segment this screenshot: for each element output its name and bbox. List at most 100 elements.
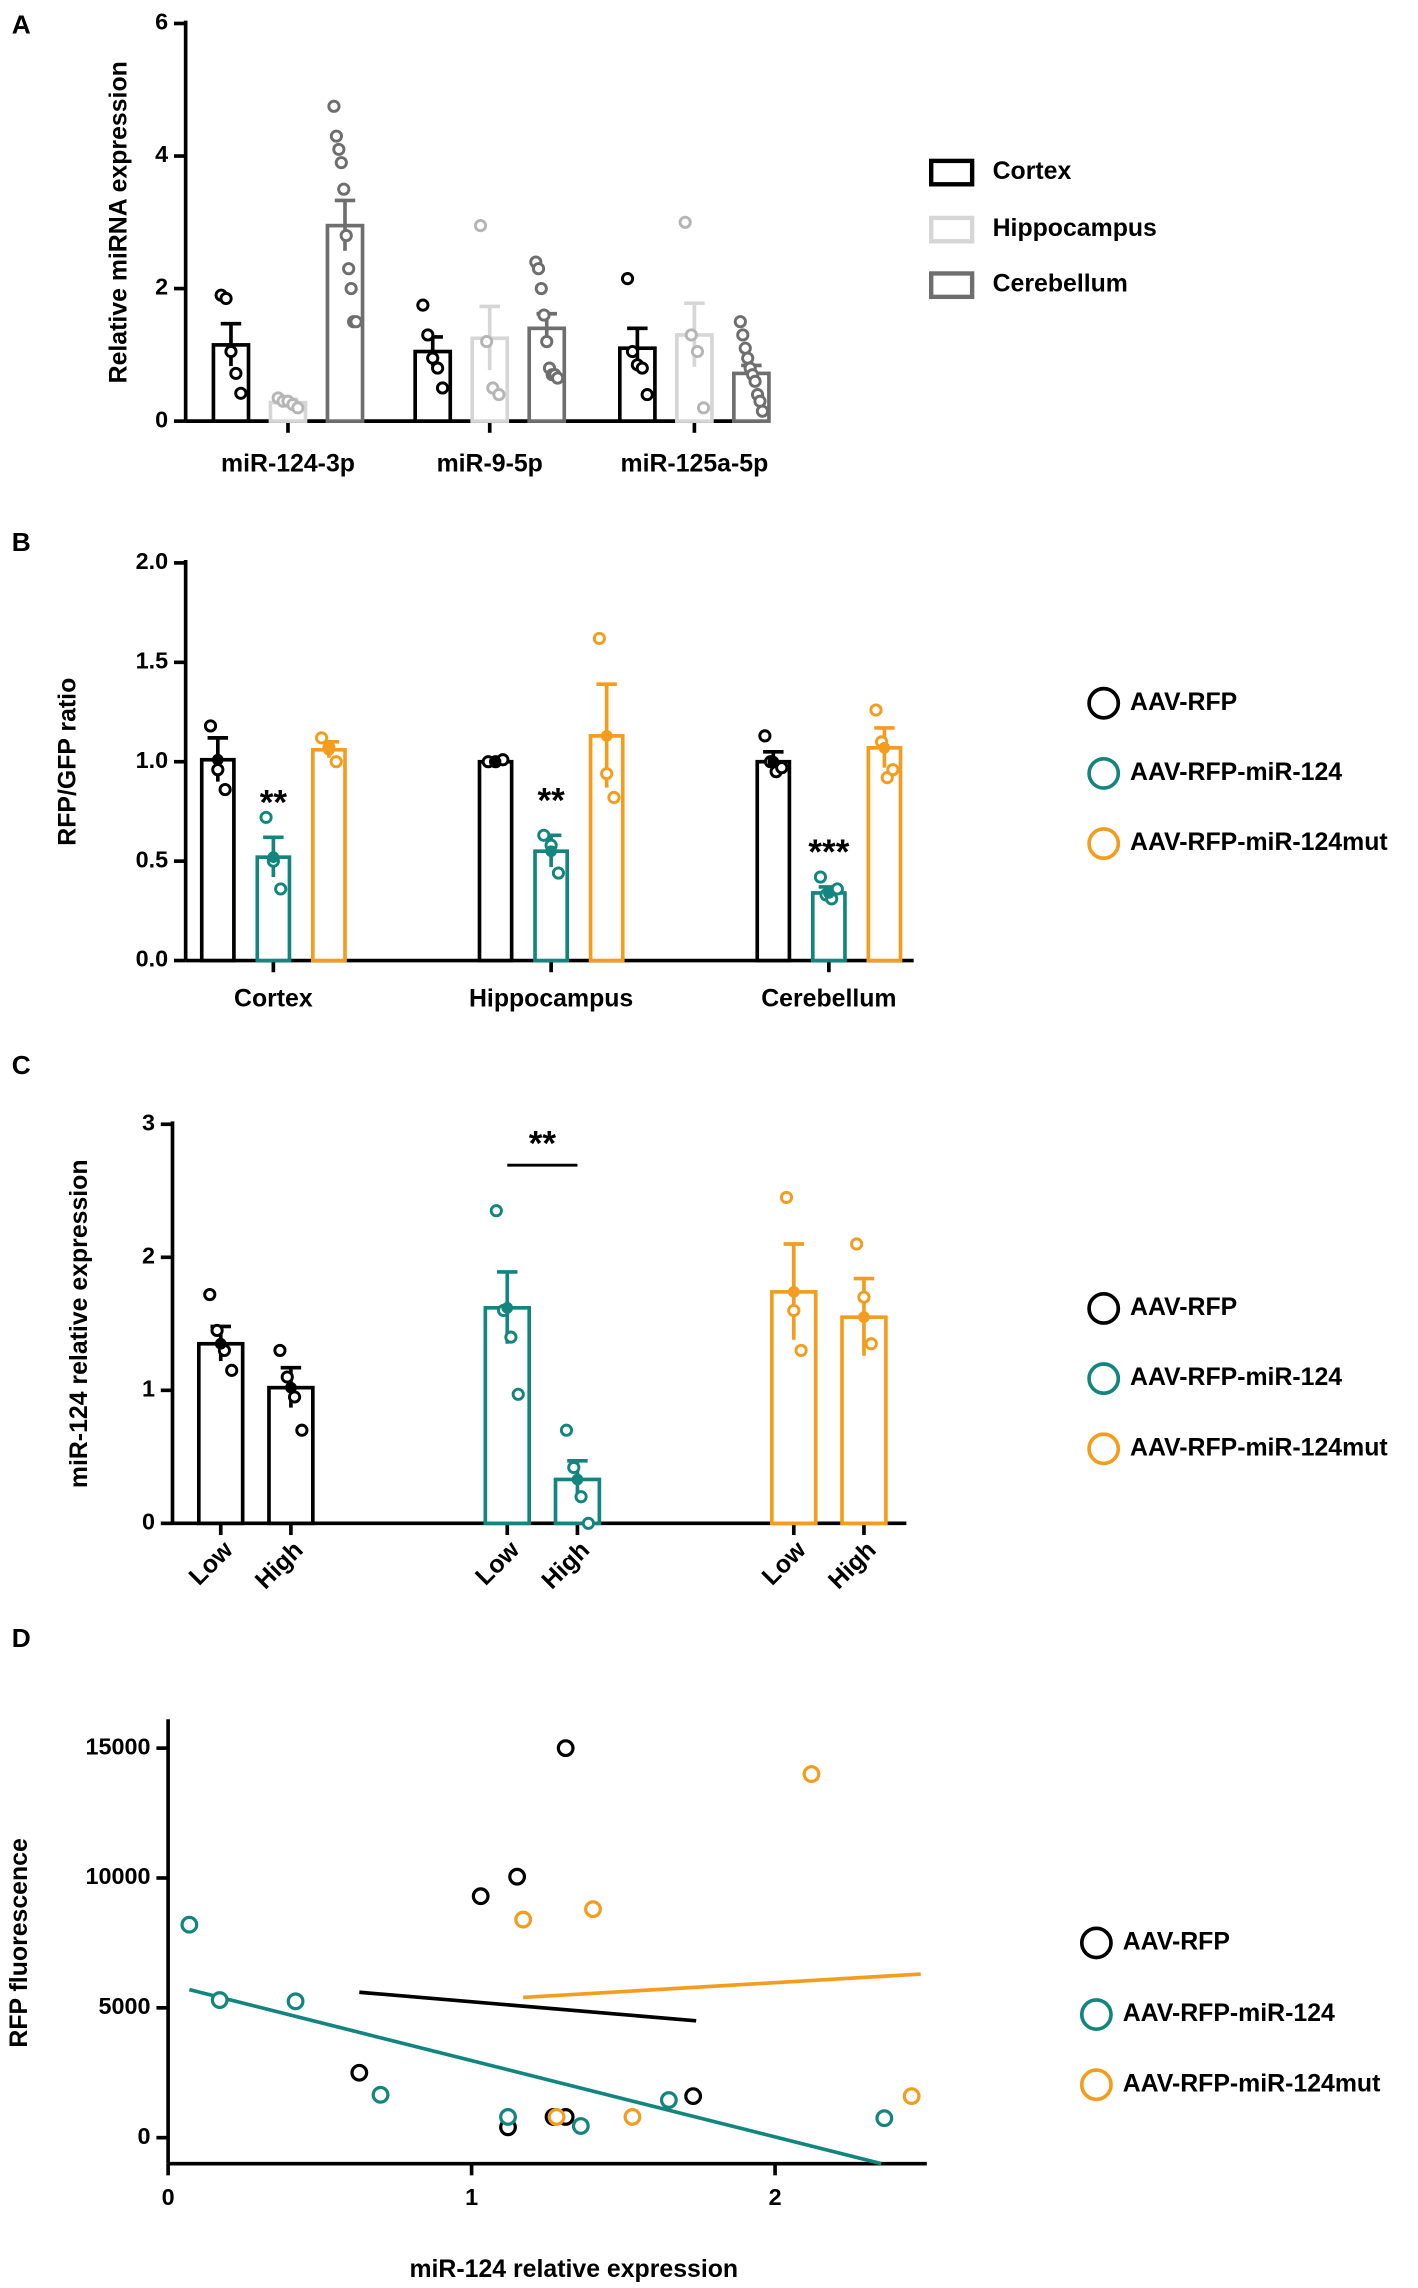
legend-swatch xyxy=(1087,1362,1121,1396)
data-point xyxy=(426,351,440,365)
legend-swatch xyxy=(1087,1292,1121,1325)
y-tick-label: 2 xyxy=(142,1242,155,1268)
data-point xyxy=(203,1287,217,1302)
data-point xyxy=(224,344,238,359)
data-point xyxy=(327,99,341,113)
x-tick-label: 2 xyxy=(769,2184,782,2210)
y-tick-label: 4 xyxy=(155,141,168,167)
legend-label: AAV-RFP xyxy=(1123,1928,1230,1955)
legend-label: Cortex xyxy=(993,158,1072,185)
data-point xyxy=(339,228,353,243)
data-point xyxy=(551,371,565,385)
y-tick-label: 15000 xyxy=(86,1733,151,1759)
mean-dot xyxy=(267,851,280,864)
data-point xyxy=(203,719,218,733)
mean-dot xyxy=(501,1301,514,1314)
data-point xyxy=(416,298,430,312)
x-tick-label: miR-9-5p xyxy=(437,451,543,478)
data-point xyxy=(857,1290,871,1304)
fit-line xyxy=(523,1972,921,2000)
data-point xyxy=(344,281,358,296)
panel-letter: B xyxy=(12,527,31,557)
mean-dot xyxy=(214,1337,227,1350)
data-point xyxy=(350,2063,369,2082)
x-tick-label: High xyxy=(250,1537,308,1595)
legend-swatch xyxy=(929,158,975,187)
data-point xyxy=(511,1387,525,1401)
data-point xyxy=(571,2117,590,2135)
legend-label: AAV-RFP-miR-124 xyxy=(1123,2000,1335,2027)
data-point xyxy=(625,344,640,359)
data-point xyxy=(802,1765,821,1784)
x-tick-label: Low xyxy=(184,1536,239,1591)
data-point xyxy=(779,1190,794,1205)
bar xyxy=(755,759,792,963)
x-tick-label: miR-125a-5p xyxy=(621,451,769,478)
data-point xyxy=(286,1992,305,2011)
data-point xyxy=(775,761,789,775)
data-point xyxy=(733,315,747,329)
mean-dot xyxy=(489,755,502,768)
data-point xyxy=(864,1337,878,1351)
mean-dot xyxy=(600,730,613,742)
mean-dot xyxy=(285,1381,297,1394)
legend-label: AAV-RFP-miR-124 xyxy=(1130,759,1342,786)
x-tick-label: High xyxy=(823,1537,881,1595)
y-tick-label: 10000 xyxy=(86,1863,151,1889)
data-point xyxy=(211,763,225,777)
data-point xyxy=(473,219,488,233)
data-point xyxy=(499,2107,517,2126)
data-point xyxy=(581,1516,595,1530)
mean-dot xyxy=(858,1311,870,1324)
data-point xyxy=(225,1363,239,1377)
mean-dot xyxy=(878,741,891,754)
data-point xyxy=(748,374,762,388)
legend-swatch xyxy=(1079,1926,1113,1960)
bar xyxy=(533,849,570,963)
y-tick-label: 2 xyxy=(155,274,168,300)
y-tick-label: 5000 xyxy=(99,1993,151,2019)
data-point xyxy=(567,1460,581,1475)
data-point xyxy=(471,1887,490,1906)
x-tick-label: 0 xyxy=(162,2184,175,2210)
significance: *** xyxy=(808,833,849,872)
legend-label: AAV-RFP-miR-124mut xyxy=(1130,1434,1388,1461)
mean-dot xyxy=(571,1473,584,1486)
data-point xyxy=(755,404,770,418)
data-point xyxy=(787,1303,801,1318)
y-axis-label: RFP fluorescence xyxy=(6,1838,33,2047)
data-point xyxy=(574,1490,588,1504)
data-point xyxy=(635,361,649,375)
data-point xyxy=(697,401,711,415)
data-point xyxy=(607,790,621,805)
data-point xyxy=(794,1343,808,1357)
data-point xyxy=(534,281,548,296)
y-tick-label: 6 xyxy=(155,9,168,35)
data-point xyxy=(537,308,551,322)
legend-swatch xyxy=(1087,756,1121,790)
legend-label: AAV-RFP-miR-124mut xyxy=(1130,829,1388,856)
legend-label: AAV-RFP-miR-124mut xyxy=(1123,2070,1381,2097)
panel-letter: A xyxy=(12,9,31,39)
y-tick-label: 1.5 xyxy=(136,647,169,673)
data-point xyxy=(219,291,233,306)
data-point xyxy=(600,767,614,781)
legend-swatch xyxy=(1087,827,1121,861)
x-tick-label: Hippocampus xyxy=(469,986,633,1013)
x-tick-label: Cortex xyxy=(234,986,313,1013)
data-point xyxy=(274,882,288,896)
significance: ** xyxy=(537,781,565,820)
significance: ** xyxy=(529,1124,557,1163)
data-point xyxy=(813,870,828,884)
bar xyxy=(470,336,510,423)
significance: ** xyxy=(260,783,288,822)
data-point xyxy=(875,2109,894,2128)
legend-swatch xyxy=(929,215,975,244)
data-point xyxy=(329,755,343,769)
data-point xyxy=(584,1900,602,1919)
data-point xyxy=(342,262,356,276)
fit-line xyxy=(188,1987,882,2166)
y-tick-label: 0 xyxy=(138,2123,151,2149)
data-point xyxy=(869,703,883,717)
